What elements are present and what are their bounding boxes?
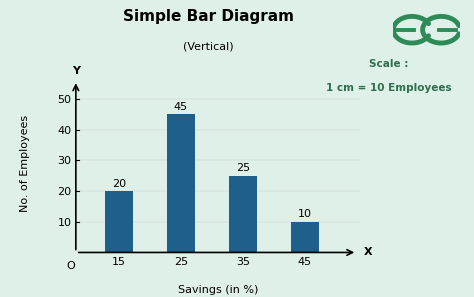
Text: No. of Employees: No. of Employees (19, 115, 30, 212)
Text: 10: 10 (298, 209, 311, 219)
Text: X: X (364, 247, 372, 257)
Bar (167, 114, 195, 252)
Bar (229, 176, 257, 252)
Text: O: O (66, 261, 75, 271)
Text: Y: Y (72, 66, 80, 76)
Text: 20: 20 (112, 178, 126, 189)
Text: Scale :: Scale : (369, 59, 409, 69)
Text: Savings (in %): Savings (in %) (178, 285, 258, 295)
Text: Simple Bar Diagram: Simple Bar Diagram (123, 9, 294, 24)
Bar (105, 191, 133, 252)
Text: 45: 45 (174, 102, 188, 112)
Text: 1 cm = 10 Employees: 1 cm = 10 Employees (326, 83, 452, 93)
Text: 25: 25 (236, 163, 250, 173)
Text: (Vertical): (Vertical) (183, 42, 234, 52)
Bar (291, 222, 319, 252)
